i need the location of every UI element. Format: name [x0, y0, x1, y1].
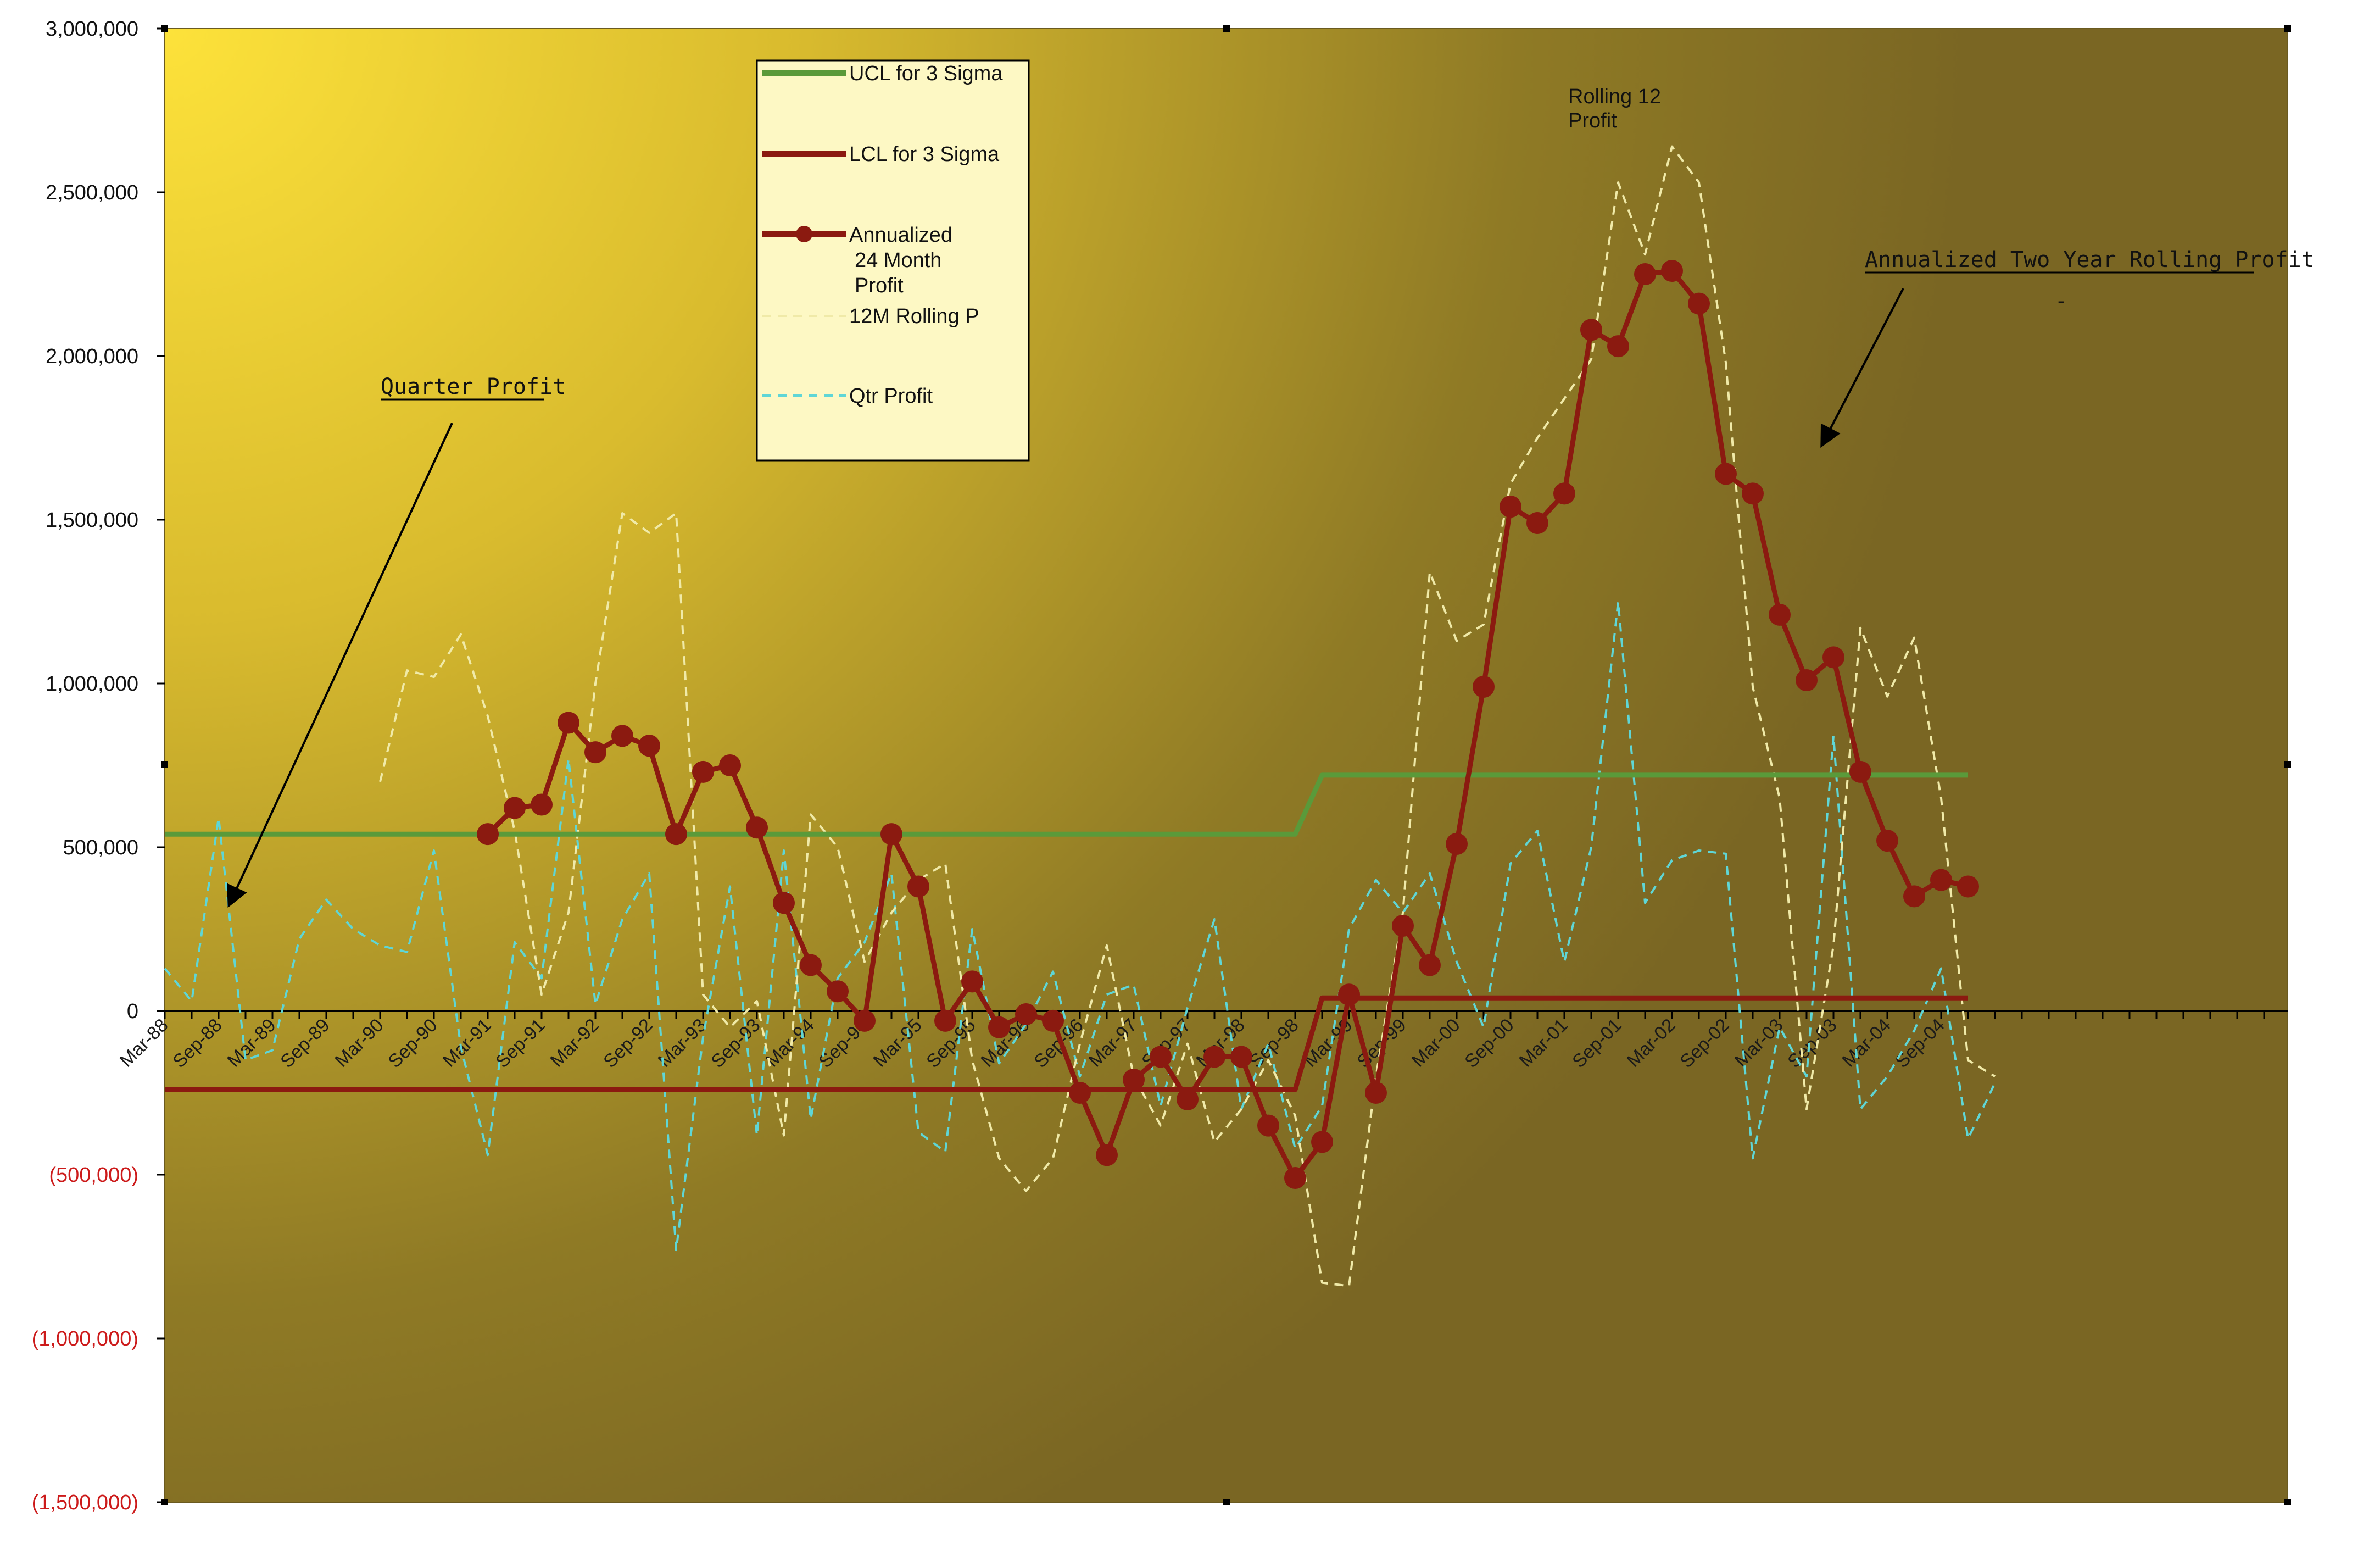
data-point [1419, 954, 1441, 976]
data-point [477, 823, 499, 846]
data-point [1769, 603, 1791, 626]
data-point [1338, 983, 1360, 1006]
annotation-rolling-12: Rolling 12 Profit [1568, 85, 1667, 132]
data-point [1365, 1082, 1387, 1104]
data-point [961, 970, 983, 993]
data-point [1742, 482, 1764, 505]
series-line [164, 601, 1996, 1252]
data-point [1203, 1046, 1225, 1068]
plot-area [164, 28, 2288, 1503]
series-line [165, 772, 1968, 837]
series-lcl-for-3-sigma [165, 995, 1968, 1092]
data-point [531, 793, 553, 816]
x-tick-label: Mar-88 [116, 1015, 172, 1071]
data-point [1903, 885, 1925, 908]
y-tick-label: 0 [127, 1000, 138, 1023]
series-line [486, 268, 1969, 1181]
data-point [1500, 496, 1521, 518]
annotation-dash: - [2058, 290, 2065, 313]
annotation-quarter-profit: Quarter Profit [381, 374, 566, 399]
data-point [1526, 512, 1548, 534]
data-point [827, 980, 849, 1003]
annotations: Quarter Profit Rolling 12 Profit Annuali… [227, 85, 2315, 908]
data-point [1177, 1088, 1199, 1110]
data-point [1580, 319, 1602, 341]
data-point [1957, 875, 1979, 898]
selection-handles [161, 25, 2291, 1505]
legend-box [756, 59, 1030, 462]
data-point [854, 1009, 876, 1032]
series-layer [164, 145, 1996, 1287]
legend-marker-annualized [796, 226, 812, 242]
data-point [1311, 1131, 1333, 1153]
data-point [1688, 292, 1710, 315]
data-point [558, 712, 579, 734]
data-point [773, 892, 795, 914]
y-tick-label: (500,000) [49, 1164, 138, 1187]
data-point [1607, 335, 1629, 358]
data-point [1822, 646, 1844, 669]
data-point [504, 797, 526, 819]
data-point [665, 823, 687, 846]
data-point [988, 1016, 1010, 1038]
data-point [692, 760, 714, 783]
series-12m-rolling-p [379, 145, 1996, 1287]
data-point [719, 754, 741, 776]
series-ucl-for-3-sigma [165, 772, 1968, 837]
y-tick-label: 2,500,000 [46, 181, 138, 204]
annotation-quarter-profit-arrow [227, 423, 453, 908]
y-tick-label: 1,500,000 [46, 509, 138, 532]
y-tick-label: (1,500,000) [32, 1491, 138, 1514]
data-point [1473, 675, 1495, 698]
data-point [1930, 869, 1952, 891]
data-point [1284, 1166, 1306, 1189]
data-point [1069, 1082, 1091, 1104]
y-tick-label: 2,000,000 [46, 345, 138, 368]
data-point [1715, 463, 1737, 485]
legend-label-qtr: Qtr Profit [849, 385, 933, 408]
data-point [1796, 669, 1818, 692]
data-point [1042, 1009, 1064, 1032]
series-annualized-24-month-profit [477, 260, 1979, 1189]
data-point [1123, 1069, 1145, 1091]
data-point [907, 875, 929, 898]
series-line [165, 995, 1968, 1092]
legend: UCL for 3 Sigma LCL for 3 Sigma Annualiz… [756, 59, 1030, 462]
data-point [1553, 482, 1575, 505]
y-tick-label: (1,000,000) [32, 1327, 138, 1351]
y-axis: 3,000,000 2,500,000 2,000,000 1,500,000 1,00… [32, 18, 165, 1514]
data-point [934, 1009, 956, 1032]
data-point [800, 954, 822, 976]
annotation-annualized-arrow [1820, 288, 1904, 448]
y-tick-label: 3,000,000 [46, 18, 138, 41]
data-point [1015, 1003, 1037, 1025]
data-point [1446, 833, 1468, 855]
legend-label-lcl: LCL for 3 Sigma [849, 143, 1000, 166]
data-point [1876, 830, 1898, 852]
data-point [584, 741, 606, 764]
data-point [638, 735, 660, 757]
data-point [1849, 760, 1871, 783]
data-point [1257, 1114, 1279, 1137]
data-point [880, 823, 902, 846]
y-tick-label: 500,000 [63, 836, 138, 859]
data-point [1096, 1144, 1118, 1166]
legend-label-annualized: Annualized 24 Month Profit [849, 224, 958, 297]
data-point [746, 816, 768, 839]
legend-label-rolling: 12M Rolling P [849, 305, 979, 328]
series-line [379, 145, 1996, 1287]
data-point [611, 725, 633, 747]
data-point [1392, 915, 1414, 937]
y-tick-label: 1,000,000 [46, 673, 138, 696]
data-point [1634, 263, 1656, 285]
series-qtr-profit [164, 601, 1996, 1252]
data-point [1661, 260, 1683, 282]
data-point [1230, 1046, 1252, 1068]
legend-label-ucl: UCL for 3 Sigma [849, 62, 1003, 85]
annotation-annualized-two-year: Annualized Two Year Rolling Profit [1865, 247, 2315, 273]
data-point [1150, 1046, 1172, 1068]
